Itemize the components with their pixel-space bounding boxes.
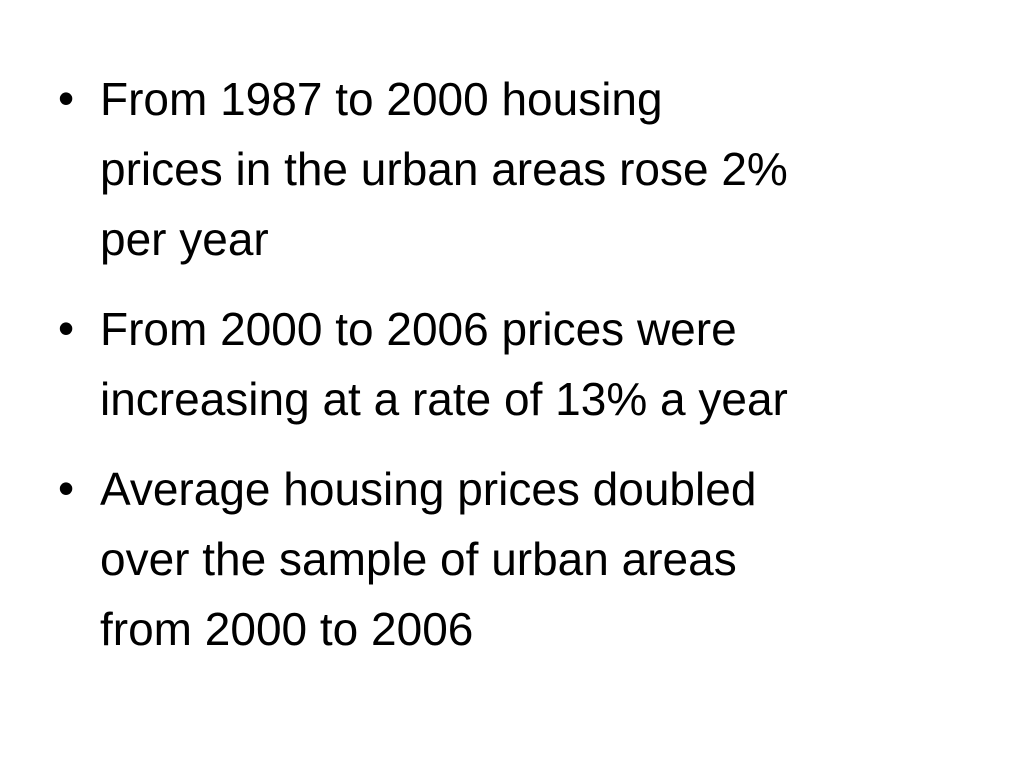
bullet-text: From 1987 to 2000 housing prices in the … bbox=[100, 64, 978, 274]
bullet-marker: • bbox=[58, 72, 75, 124]
bullet-text: Average housing prices doubled over the … bbox=[100, 454, 978, 664]
bullet-line: From 1987 to 2000 housing bbox=[100, 73, 663, 125]
bullet-marker: • bbox=[58, 302, 75, 354]
bullet-list: • From 1987 to 2000 housing prices in th… bbox=[58, 64, 978, 684]
bullet-line: prices in the urban areas rose 2% bbox=[100, 143, 788, 195]
bullet-line: increasing at a rate of 13% a year bbox=[100, 373, 788, 425]
bullet-item: • Average housing prices doubled over th… bbox=[58, 454, 978, 664]
bullet-line: per year bbox=[100, 213, 269, 265]
bullet-text: From 2000 to 2006 prices were increasing… bbox=[100, 294, 978, 434]
bullet-line: Average housing prices doubled bbox=[100, 463, 757, 515]
bullet-item: • From 1987 to 2000 housing prices in th… bbox=[58, 64, 978, 274]
bullet-line: From 2000 to 2006 prices were bbox=[100, 303, 737, 355]
bullet-line: over the sample of urban areas bbox=[100, 533, 737, 585]
bullet-item: • From 2000 to 2006 prices were increasi… bbox=[58, 294, 978, 434]
bullet-marker: • bbox=[58, 462, 75, 514]
bullet-line: from 2000 to 2006 bbox=[100, 603, 474, 655]
